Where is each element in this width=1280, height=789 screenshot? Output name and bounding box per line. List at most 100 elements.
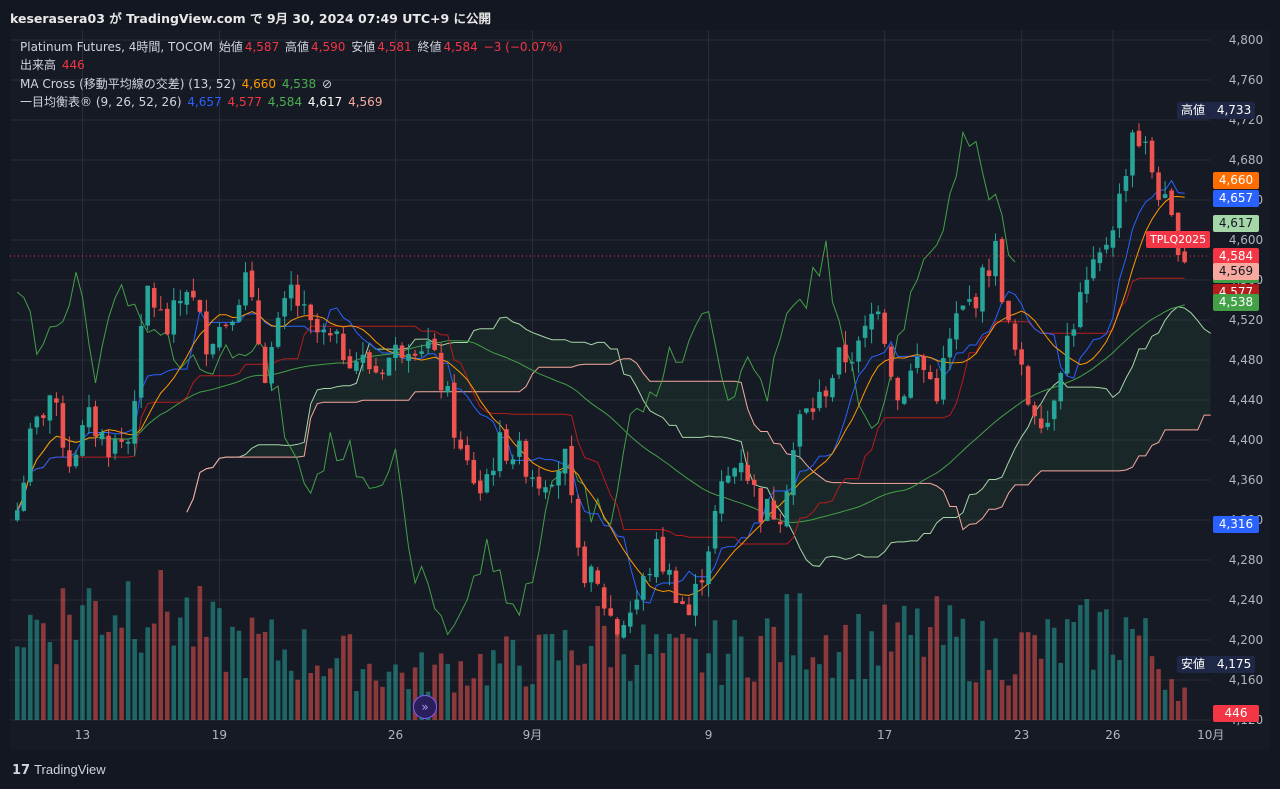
- volume-bar: [288, 670, 294, 720]
- candle: [725, 475, 731, 483]
- candle: [445, 386, 450, 393]
- price-chart[interactable]: 4,1204,1604,2004,2404,2804,3204,3604,400…: [10, 30, 1270, 750]
- candle: [1143, 141, 1148, 143]
- volume-bar: [249, 617, 255, 720]
- x-tick-label: 17: [877, 728, 892, 742]
- replay-icon[interactable]: »: [413, 695, 437, 719]
- legend-ich-kijun: 4,577: [227, 95, 262, 109]
- candle: [34, 416, 40, 428]
- volume-bar: [341, 635, 346, 720]
- legend-volume-row: 出来高 446: [20, 56, 87, 73]
- candle: [197, 300, 203, 312]
- volume-bar: [243, 678, 248, 720]
- volume-bar: [660, 652, 666, 720]
- candle: [914, 356, 920, 368]
- y-tick-label: 4,160: [1229, 673, 1263, 687]
- volume-bar: [954, 636, 959, 720]
- candle: [680, 601, 685, 604]
- legend-ma-row: MA Cross (移動平均線の交差) (13, 52) 4,660 4,538…: [20, 75, 334, 92]
- candle: [1038, 418, 1044, 429]
- footer-brand[interactable]: 17 TradingView: [12, 762, 106, 778]
- volume-bar: [869, 631, 874, 720]
- legend-volume-label[interactable]: 出来高: [20, 58, 57, 72]
- candle: [706, 551, 711, 585]
- legend-close-label: 終値: [417, 40, 442, 54]
- volume-bar: [530, 684, 535, 720]
- x-tick-label: 19: [212, 728, 227, 742]
- volume-bar: [1110, 654, 1116, 720]
- candle: [138, 325, 144, 398]
- volume-bar: [1058, 662, 1064, 720]
- hidden-eye-icon[interactable]: ⊘: [322, 77, 333, 91]
- candle: [771, 500, 777, 520]
- candle: [236, 305, 242, 322]
- volume-bar: [328, 668, 333, 720]
- candle: [484, 474, 490, 493]
- candle: [204, 311, 209, 355]
- volume-bar: [797, 593, 803, 720]
- candle: [145, 285, 150, 326]
- high-marker-value: 4,733: [1216, 103, 1252, 117]
- volume-bar: [223, 671, 229, 720]
- volume-bar: [412, 667, 418, 720]
- x-tick-label: 9: [705, 728, 713, 742]
- volume-bar: [1156, 669, 1161, 720]
- volume-bar: [719, 684, 724, 720]
- y-tick-label: 4,200: [1229, 633, 1263, 647]
- candle: [151, 288, 157, 308]
- volume-bar: [34, 619, 40, 720]
- y-tick-label: 4,240: [1229, 593, 1263, 607]
- candle: [817, 391, 822, 409]
- volume-bar: [908, 634, 914, 720]
- volume-bar: [360, 669, 366, 720]
- legend-symbol[interactable]: Platinum Futures, 4時間, TOCOM: [20, 40, 213, 54]
- volume-bar: [575, 665, 581, 720]
- candle: [1097, 252, 1103, 264]
- candle: [830, 378, 835, 398]
- volume-bar: [686, 637, 692, 720]
- legend-volume: 446: [61, 58, 85, 72]
- candle: [125, 441, 131, 444]
- legend-ma-label[interactable]: MA Cross (移動平均線の交差) (13, 52): [20, 77, 236, 91]
- volume-bar: [1012, 674, 1018, 720]
- candle: [47, 395, 53, 421]
- volume-bar: [471, 678, 477, 720]
- candle: [608, 608, 614, 616]
- ichimoku-cloud: [186, 306, 1211, 567]
- volume-bar: [699, 672, 705, 720]
- volume-bar: [549, 633, 555, 720]
- candle: [438, 352, 444, 391]
- volume-bar: [895, 622, 900, 720]
- candle: [693, 583, 698, 616]
- candle: [712, 510, 718, 549]
- candle: [621, 625, 627, 638]
- volume-bar: [464, 685, 470, 720]
- candle: [21, 482, 27, 511]
- volume-bar: [732, 620, 737, 720]
- candle: [784, 491, 790, 527]
- volume-bar: [1143, 618, 1148, 720]
- volume-bar: [301, 629, 307, 720]
- candle: [1084, 279, 1090, 294]
- candle: [1169, 190, 1174, 216]
- legend-ichimoku-label[interactable]: 一目均衡表® (9, 26, 52, 26): [20, 95, 182, 109]
- y-tick-label: 4,680: [1229, 153, 1263, 167]
- volume-bar: [621, 654, 627, 720]
- volume-bar: [1019, 632, 1024, 720]
- candle: [28, 428, 33, 482]
- candle: [171, 300, 177, 335]
- volume-bar: [432, 664, 437, 720]
- volume-bar: [393, 664, 398, 720]
- y-tick-label: 4,520: [1229, 313, 1263, 327]
- volume-bar: [41, 623, 46, 720]
- volume-bar: [673, 637, 679, 720]
- candle: [386, 357, 392, 376]
- volume-bar: [523, 686, 529, 720]
- volume-bar: [217, 608, 222, 720]
- price-axis-tag: 4,617: [1213, 214, 1259, 232]
- volume-bar: [1032, 635, 1037, 720]
- volume-bar: [764, 618, 770, 720]
- volume-bar: [569, 650, 574, 720]
- candle: [106, 435, 111, 458]
- candle: [1123, 175, 1129, 191]
